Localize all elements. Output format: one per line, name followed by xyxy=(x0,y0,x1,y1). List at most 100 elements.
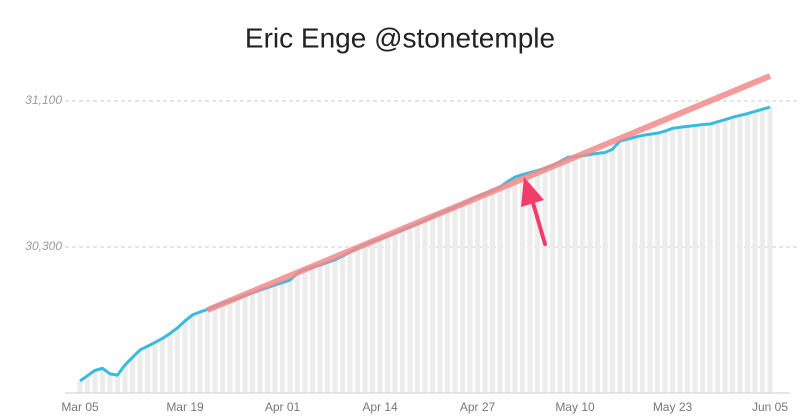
bar xyxy=(272,284,278,393)
bar xyxy=(287,280,293,393)
bar xyxy=(654,133,661,393)
bar xyxy=(294,273,301,393)
bar xyxy=(362,244,368,393)
x-tick-label: Jun 05 xyxy=(752,400,788,414)
bar xyxy=(189,314,196,393)
bar xyxy=(309,267,316,393)
bar xyxy=(572,156,578,393)
bar xyxy=(264,287,271,393)
bar xyxy=(99,368,106,393)
bar xyxy=(92,370,98,393)
bar xyxy=(302,269,308,393)
chart-title: Eric Enge @stonetemple xyxy=(245,22,555,53)
bar xyxy=(662,131,668,394)
bar xyxy=(549,165,556,393)
bar xyxy=(767,107,773,394)
x-tick-label: Apr 14 xyxy=(362,400,398,414)
bar xyxy=(407,226,413,393)
bar xyxy=(504,181,511,393)
x-tick-label: Apr 27 xyxy=(460,400,496,414)
bar xyxy=(347,251,353,393)
bar xyxy=(392,232,398,393)
plot: 30,300 31,100 Mar 05 Mar 19 Apr 01 Apr 14 Apr … xyxy=(25,73,800,414)
x-tick-label: May 23 xyxy=(653,400,693,414)
bar xyxy=(752,111,758,394)
bar xyxy=(369,241,376,393)
bar xyxy=(737,115,743,394)
bar xyxy=(542,168,548,393)
bar xyxy=(474,196,481,393)
bar xyxy=(182,320,188,393)
x-tick-label: Mar 19 xyxy=(166,400,204,414)
bar xyxy=(692,125,698,393)
bar xyxy=(714,121,721,393)
bar xyxy=(744,113,751,393)
bar xyxy=(527,172,533,393)
x-tick-label: Mar 05 xyxy=(61,400,99,414)
bar xyxy=(609,149,616,393)
bar xyxy=(677,127,683,393)
bar xyxy=(647,134,653,393)
bar xyxy=(257,290,263,393)
bar xyxy=(557,161,563,393)
bar xyxy=(639,135,646,393)
bar xyxy=(219,303,226,393)
bar xyxy=(429,216,436,393)
bar xyxy=(167,333,173,393)
bar xyxy=(497,186,503,393)
bar xyxy=(759,109,766,393)
bar xyxy=(467,199,473,393)
bar xyxy=(594,153,601,393)
bar xyxy=(317,265,323,393)
bar xyxy=(564,157,571,393)
lines xyxy=(79,73,772,383)
bars xyxy=(77,107,773,394)
bar xyxy=(107,373,113,393)
bar xyxy=(579,155,586,393)
trend-line xyxy=(206,73,772,313)
bar xyxy=(242,295,248,393)
y-tick-label: 30,300 xyxy=(25,239,62,253)
bar xyxy=(482,193,488,393)
bar xyxy=(632,137,638,393)
bar xyxy=(339,256,346,393)
bar xyxy=(227,300,233,393)
bar xyxy=(414,223,421,393)
bar xyxy=(159,338,166,393)
bar xyxy=(197,311,203,393)
bar xyxy=(519,174,526,393)
bar xyxy=(617,140,623,393)
bar xyxy=(459,203,466,393)
bar xyxy=(144,346,151,393)
x-tick-label: Apr 01 xyxy=(265,400,301,414)
x-tick-label: May 10 xyxy=(555,400,595,414)
bar xyxy=(422,220,428,393)
bar xyxy=(707,124,713,394)
bar xyxy=(699,124,706,393)
bar xyxy=(84,375,91,393)
bar xyxy=(152,342,158,393)
bar xyxy=(234,298,241,393)
bar xyxy=(279,282,286,393)
bar xyxy=(684,126,691,394)
bar xyxy=(452,207,458,393)
bar xyxy=(722,119,728,393)
bar xyxy=(212,306,218,393)
y-tick-label: 31,100 xyxy=(25,93,62,107)
bar xyxy=(114,375,121,393)
bar xyxy=(384,235,391,393)
bar xyxy=(669,128,676,393)
bar xyxy=(489,190,496,393)
bar xyxy=(354,247,361,393)
bar xyxy=(137,349,143,393)
arrow-annotation xyxy=(521,177,547,246)
bar xyxy=(444,210,451,393)
bar xyxy=(624,139,631,393)
bar xyxy=(437,213,443,393)
bar xyxy=(174,327,181,393)
bar xyxy=(534,170,541,393)
bar xyxy=(129,357,136,393)
bar xyxy=(602,152,608,393)
bar xyxy=(324,262,331,393)
bar xyxy=(399,229,406,393)
